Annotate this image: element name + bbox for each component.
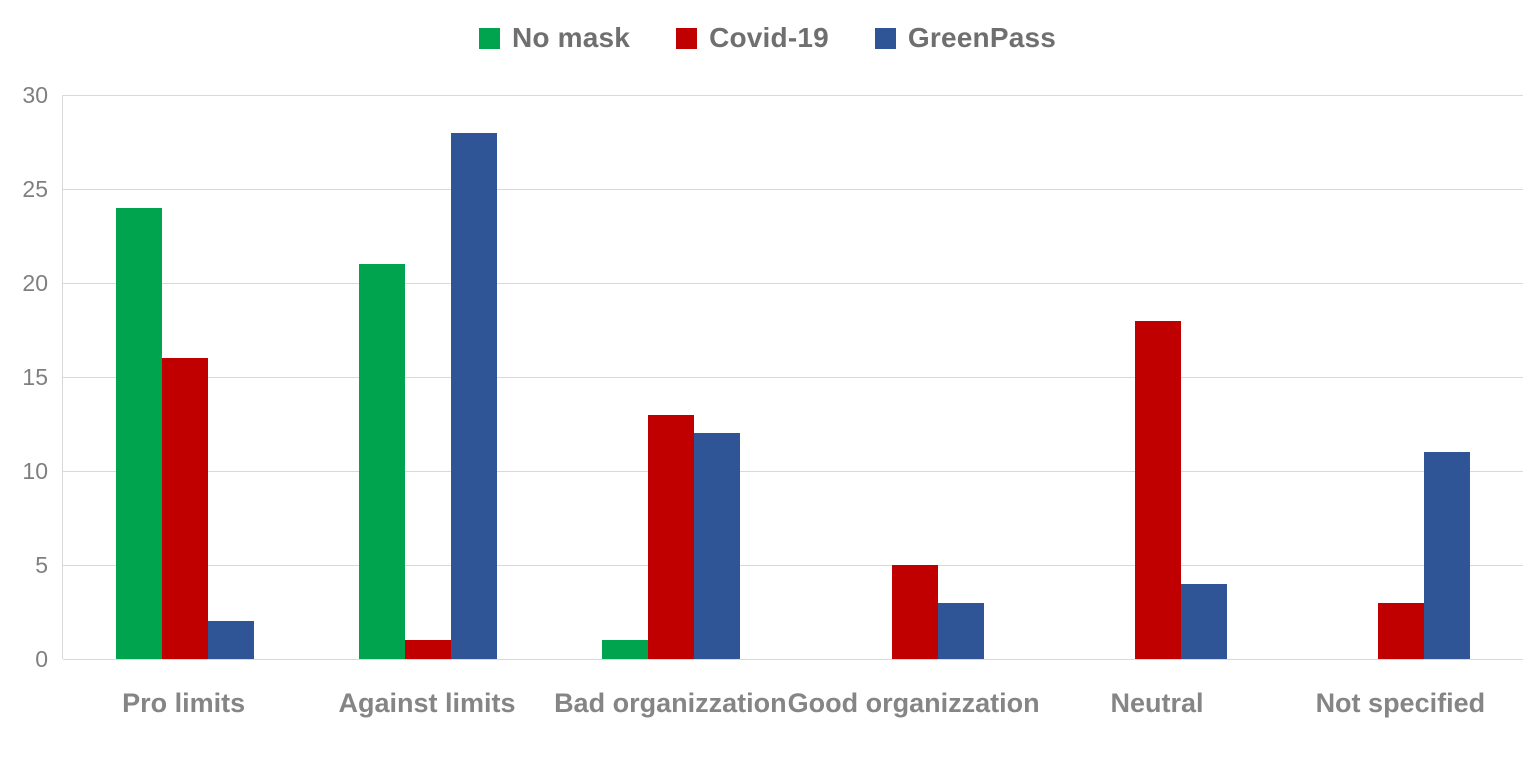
bar-no-mask-2 [359, 264, 405, 659]
bar-greenpass-4 [937, 602, 984, 659]
legend-label-greenpass: GreenPass [907, 22, 1057, 53]
legend-swatch-greenpass-icon [874, 27, 896, 49]
x-category-label-4: Good organizzation [787, 688, 1040, 718]
gridline-25 [63, 189, 1523, 190]
x-category-label-2: Against limits [338, 688, 516, 718]
x-category-label-6: Not specified [1315, 688, 1486, 718]
gridline-20 [63, 283, 1523, 284]
legend-label-covid-19: Covid-19 [709, 22, 829, 53]
legend-label-no-mask: No mask [511, 22, 631, 53]
bar-covid-19-2 [405, 640, 451, 659]
bar-greenpass-1 [207, 621, 254, 659]
y-tick-label-0: 0 [35, 646, 48, 672]
y-tick-label-10: 10 [22, 458, 48, 484]
bar-covid-19-4 [891, 565, 938, 659]
x-category-label-1: Pro limits [122, 688, 246, 718]
legend-item-no-mask: No mask [478, 22, 631, 54]
gridline-30 [63, 95, 1523, 96]
bar-greenpass-6 [1424, 452, 1471, 659]
plot-area [62, 95, 1523, 660]
bar-greenpass-5 [1181, 583, 1227, 659]
legend-swatch-no-mask-icon [478, 27, 500, 49]
gridline-15 [63, 377, 1523, 378]
x-category-label-3: Bad organizzation [554, 688, 787, 718]
bar-greenpass-2 [451, 132, 497, 659]
legend-item-greenpass: GreenPass [874, 22, 1057, 54]
bar-covid-19-1 [161, 358, 208, 659]
y-tick-label-5: 5 [35, 552, 48, 578]
bar-no-mask-3 [602, 640, 649, 659]
bar-no-mask-1 [115, 207, 162, 659]
y-tick-label-25: 25 [22, 176, 48, 202]
y-tick-label-20: 20 [22, 270, 48, 296]
bar-covid-19-5 [1135, 320, 1181, 659]
x-category-label-5: Neutral [1110, 688, 1204, 718]
legend-swatch-covid-19-icon [676, 27, 698, 49]
legend: No mask Covid-19 GreenPass [0, 22, 1535, 54]
gridline-0 [63, 659, 1523, 660]
bar-covid-19-6 [1378, 602, 1425, 659]
bar-covid-19-3 [648, 414, 695, 659]
gridline-10 [63, 471, 1523, 472]
legend-item-covid-19: Covid-19 [676, 22, 829, 54]
y-tick-label-15: 15 [22, 364, 48, 390]
y-tick-label-30: 30 [22, 82, 48, 108]
gridline-5 [63, 565, 1523, 566]
bar-greenpass-3 [694, 433, 741, 659]
